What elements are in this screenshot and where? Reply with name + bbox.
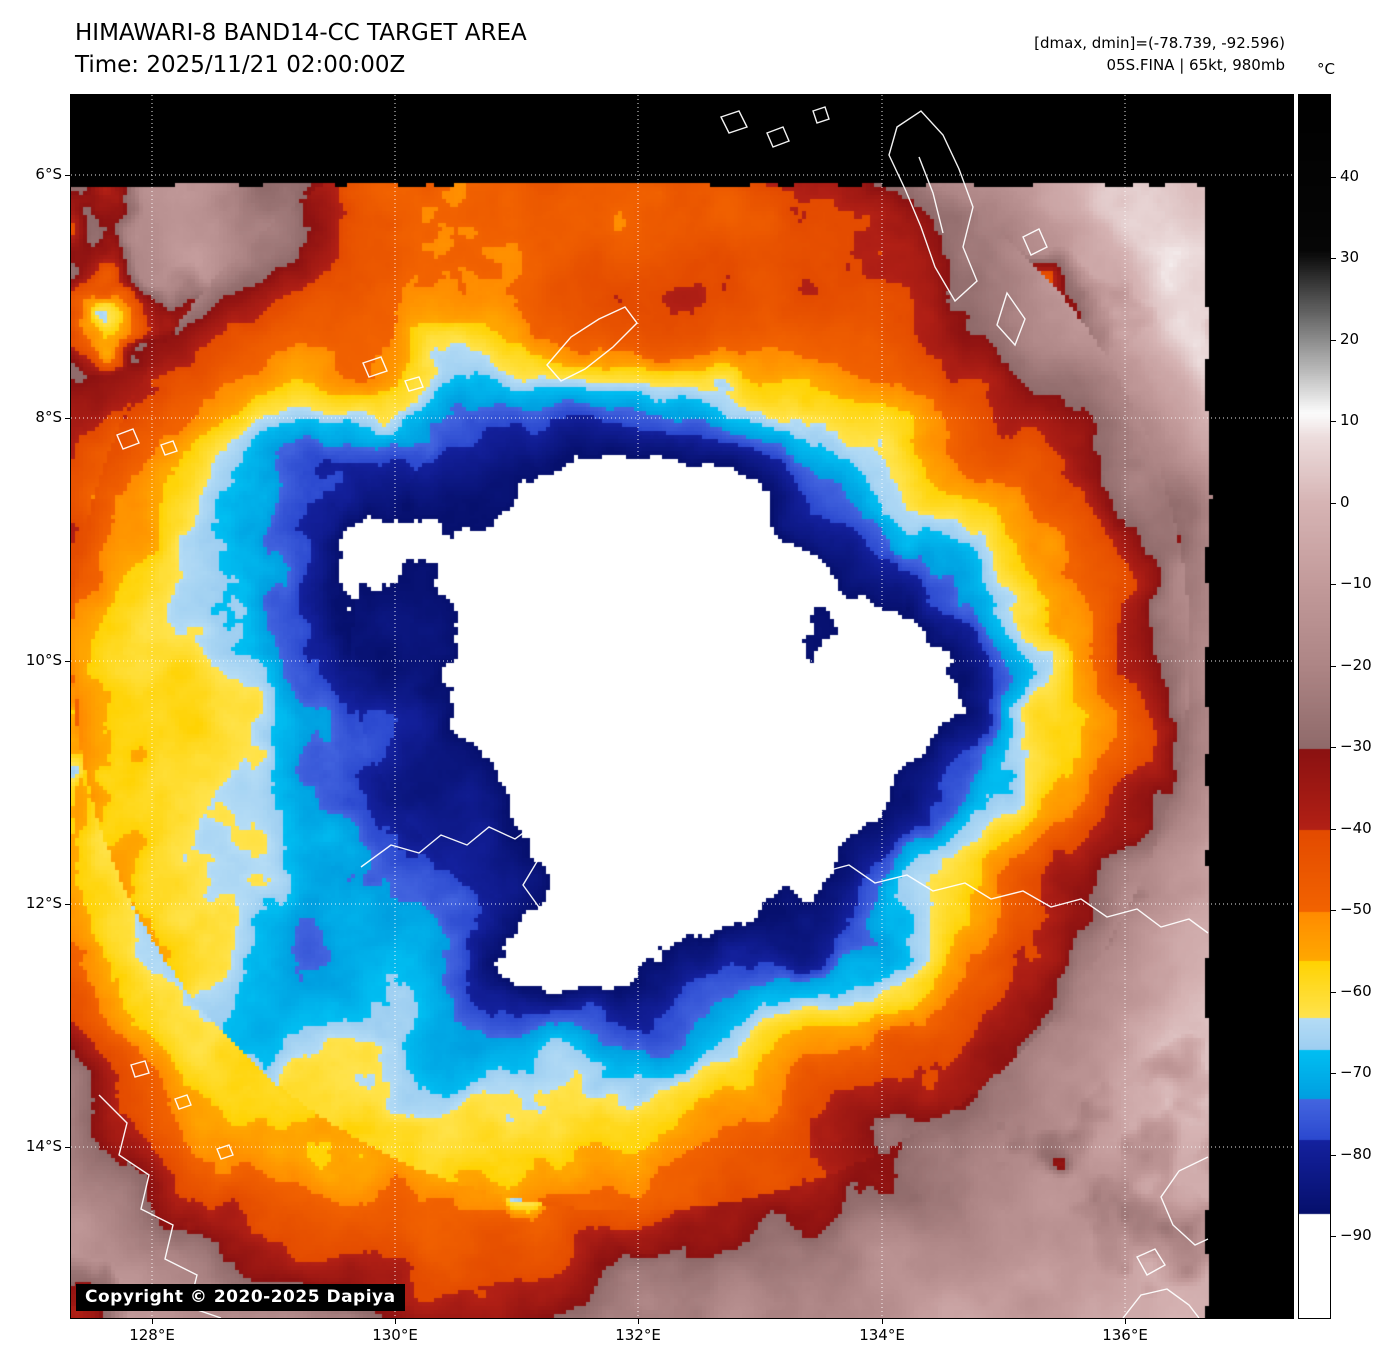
coastline <box>888 110 978 303</box>
coastline <box>996 291 1026 347</box>
colorbar-tick <box>1331 584 1336 586</box>
colorbar-tick <box>1331 1073 1336 1075</box>
lat-tick-label: 14°S <box>25 1137 62 1155</box>
lat-tick-label: 12°S <box>25 894 62 912</box>
colorbar-canvas <box>1299 95 1330 1318</box>
lon-tick-label: 130°E <box>372 1326 418 1344</box>
colorbar-tick-label: 30 <box>1340 248 1360 267</box>
coastline <box>720 110 748 134</box>
colorbar-tick <box>1331 176 1336 178</box>
colorbar-tick <box>1331 828 1336 830</box>
satellite-image-canvas <box>71 95 1293 1318</box>
lon-tick <box>1125 1319 1126 1324</box>
colorbar-tick <box>1331 991 1336 993</box>
lon-tick <box>882 1319 883 1324</box>
colorbar-tick <box>1331 910 1336 912</box>
coastline <box>160 440 178 456</box>
coastline <box>1022 228 1048 256</box>
coastline <box>360 821 1209 938</box>
plot-time-label: Time: 2025/11/21 02:00:00Z <box>75 52 406 78</box>
lon-tick-label: 134°E <box>859 1326 905 1344</box>
annotation-block: [dmax, dmin]=(-78.739, -92.596) 05S.FINA… <box>1034 33 1285 77</box>
lon-tick-label: 128°E <box>129 1326 175 1344</box>
colorbar-tick-label: −20 <box>1340 655 1372 674</box>
colorbar-tick-label: 0 <box>1340 492 1350 511</box>
colorbar-tick-label: −90 <box>1340 1226 1372 1245</box>
coastline <box>116 428 140 450</box>
coastline <box>918 156 944 234</box>
colorbar-tick-label: −80 <box>1340 1144 1372 1163</box>
lon-tick <box>638 1319 639 1324</box>
coastline <box>546 306 638 382</box>
lat-tick <box>65 661 70 662</box>
coastline <box>1160 1156 1209 1246</box>
coastline <box>1136 1248 1166 1276</box>
colorbar-tick-label: −70 <box>1340 1063 1372 1082</box>
coastline <box>812 106 830 124</box>
lat-tick <box>65 1147 70 1148</box>
coastline <box>1122 1288 1200 1318</box>
colorbar <box>1298 94 1331 1319</box>
lon-tick <box>152 1319 153 1324</box>
map-plot: Copyright © 2020-2025 Dapiya <box>70 94 1294 1319</box>
plot-title: HIMAWARI-8 BAND14-CC TARGET AREA <box>75 20 527 46</box>
colorbar-tick-label: −10 <box>1340 574 1372 593</box>
colorbar-tick <box>1331 339 1336 341</box>
coastline <box>766 126 790 148</box>
colorbar-tick <box>1331 747 1336 749</box>
coastline <box>130 1060 150 1078</box>
storm-info-label: 05S.FINA | 65kt, 980mb <box>1106 55 1285 74</box>
colorbar-tick <box>1331 1236 1336 1238</box>
colorbar-tick-label: −60 <box>1340 981 1372 1000</box>
coastline <box>521 780 632 814</box>
colorbar-tick <box>1331 1154 1336 1156</box>
dmax-dmin-label: [dmax, dmin]=(-78.739, -92.596) <box>1034 34 1285 52</box>
lon-tick <box>395 1319 396 1324</box>
lat-tick <box>65 418 70 419</box>
colorbar-tick-label: 10 <box>1340 411 1360 430</box>
colorbar-tick <box>1331 258 1336 260</box>
colorbar-tick <box>1331 421 1336 423</box>
coastline <box>644 786 710 820</box>
lat-tick <box>65 904 70 905</box>
colorbar-tick <box>1331 665 1336 667</box>
colorbar-tick-label: 20 <box>1340 329 1360 348</box>
colorbar-tick <box>1331 502 1336 504</box>
coastline <box>362 356 388 378</box>
lon-tick-label: 132°E <box>615 1326 661 1344</box>
lat-tick-label: 8°S <box>35 408 62 426</box>
grid-coastline-overlay <box>71 95 1293 1318</box>
coastline <box>216 1144 234 1160</box>
lon-tick-label: 136°E <box>1102 1326 1148 1344</box>
lat-tick-label: 6°S <box>35 165 62 183</box>
lat-tick <box>65 175 70 176</box>
colorbar-tick-label: −30 <box>1340 737 1372 756</box>
colorbar-unit-label: °C <box>1317 60 1335 78</box>
lat-tick-label: 10°S <box>25 651 62 669</box>
colorbar-tick-label: −50 <box>1340 900 1372 919</box>
coastline <box>174 1094 192 1110</box>
colorbar-tick-label: 40 <box>1340 166 1360 185</box>
coastline <box>404 376 424 392</box>
copyright-badge: Copyright © 2020-2025 Dapiya <box>76 1284 405 1311</box>
colorbar-tick-label: −40 <box>1340 818 1372 837</box>
